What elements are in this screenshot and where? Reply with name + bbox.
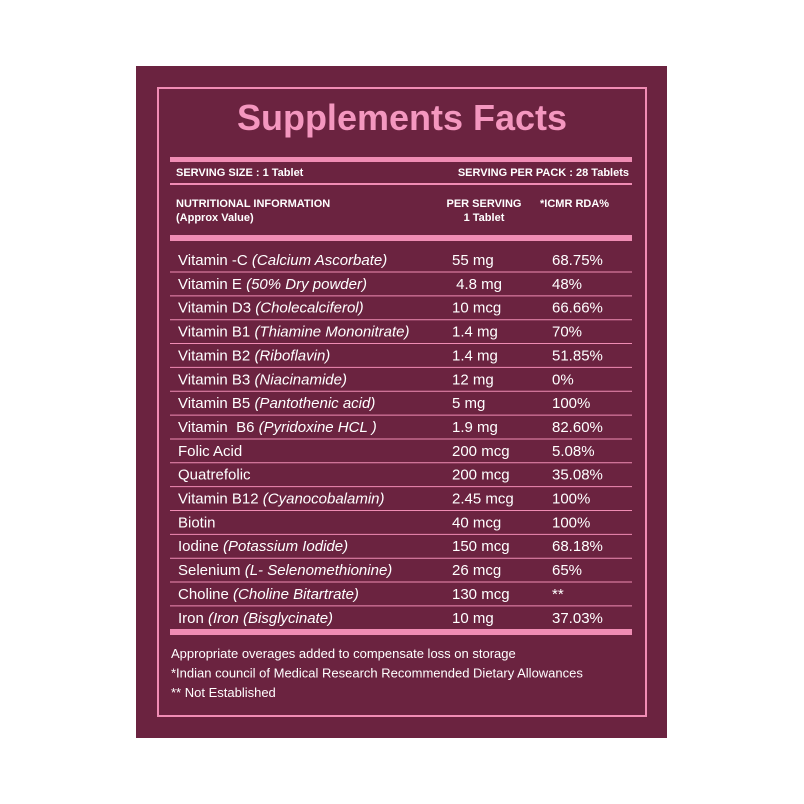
nutrient: Choline xyxy=(178,586,233,603)
nutrient-source: (Pyridoxine HCL ) xyxy=(259,419,377,436)
nutrient-name: Vitamin B6 (Pyridoxine HCL ) xyxy=(178,419,377,436)
per-serving: 4.8 mg xyxy=(452,276,502,293)
nutrient-source: (Calcium Ascorbate) xyxy=(252,252,387,269)
per-serving: 12 mg xyxy=(452,371,494,388)
rda: 82.60% xyxy=(552,419,603,436)
per-serving: 5 mg xyxy=(452,395,485,412)
nutrient: Vitamin B5 xyxy=(178,395,254,412)
header-col1-sub: (Approx Value) xyxy=(176,212,254,224)
inner-border xyxy=(157,87,647,717)
nutrient-name: Vitamin B2 (Riboflavin) xyxy=(178,347,330,364)
rda: 51.85% xyxy=(552,347,603,364)
nutrient-name: Vitamin D3 (Cholecalciferol) xyxy=(178,300,364,317)
header-col2-sub: 1 Tablet xyxy=(464,212,505,224)
nutrient: Vitamin -C xyxy=(178,252,252,269)
per-serving: 1.4 mg xyxy=(452,347,498,364)
nutrient: Vitamin B6 xyxy=(178,419,259,436)
per-serving: 130 mcg xyxy=(452,586,510,603)
nutrient: Vitamin B2 xyxy=(178,347,254,364)
header-col3: *ICMR RDA% xyxy=(540,198,609,210)
divider xyxy=(170,157,632,162)
rda: 100% xyxy=(552,395,590,412)
per-serving: 200 mcg xyxy=(452,467,510,484)
nutrient-name: Quatrefolic xyxy=(178,467,251,484)
divider xyxy=(170,235,632,241)
rda: 68.75% xyxy=(552,252,603,269)
rda: 35.08% xyxy=(552,467,603,484)
nutrient: Biotin xyxy=(178,514,216,531)
rda: ** xyxy=(552,586,564,603)
per-serving: 200 mcg xyxy=(452,443,510,460)
nutrient-name: Vitamin B1 (Thiamine Mononitrate) xyxy=(178,324,410,341)
nutrient-source: (Pantothenic acid) xyxy=(254,395,375,412)
nutrient-source: (Choline Bitartrate) xyxy=(233,586,359,603)
nutrient: Iodine xyxy=(178,538,223,555)
nutrient: Folic Acid xyxy=(178,443,242,460)
nutrient-source: (Iron (Bisglycinate) xyxy=(208,610,333,627)
footnote: *Indian council of Medical Research Reco… xyxy=(171,666,583,681)
serving-size: SERVING SIZE : 1 Tablet xyxy=(176,167,304,179)
nutrient-name: Biotin xyxy=(178,514,216,531)
nutrient-source: (L- Selenomethionine) xyxy=(245,562,393,579)
nutrient: Iron xyxy=(178,610,208,627)
header-col2: PER SERVING xyxy=(447,198,522,210)
nutrient-source: (Cyanocobalamin) xyxy=(263,491,385,508)
divider xyxy=(170,183,632,185)
nutrient-name: Folic Acid xyxy=(178,443,242,460)
nutrient: Vitamin B1 xyxy=(178,324,254,341)
divider xyxy=(170,629,632,635)
header-col1: NUTRITIONAL INFORMATION xyxy=(176,198,330,210)
per-serving: 1.4 mg xyxy=(452,324,498,341)
nutrient-name: Selenium (L- Selenomethionine) xyxy=(178,562,392,579)
nutrient-source: (Cholecalciferol) xyxy=(255,300,363,317)
footnote: Appropriate overages added to compensate… xyxy=(171,646,516,661)
footnote: ** Not Established xyxy=(171,685,276,700)
rda: 0% xyxy=(552,371,574,388)
per-serving: 2.45 mcg xyxy=(452,491,514,508)
per-serving: 1.9 mg xyxy=(452,419,498,436)
nutrient: Quatrefolic xyxy=(178,467,251,484)
per-serving: 55 mg xyxy=(452,252,494,269)
per-serving: 10 mg xyxy=(452,610,494,627)
rda: 65% xyxy=(552,562,582,579)
panel xyxy=(136,66,667,738)
nutrient-name: Vitamin -C (Calcium Ascorbate) xyxy=(178,252,387,269)
per-serving: 40 mcg xyxy=(452,514,501,531)
rda: 100% xyxy=(552,491,590,508)
nutrient-name: Vitamin B12 (Cyanocobalamin) xyxy=(178,491,385,508)
rda: 68.18% xyxy=(552,538,603,555)
nutrient-source: (Riboflavin) xyxy=(254,347,330,364)
rda: 5.08% xyxy=(552,443,595,460)
per-serving: 10 mcg xyxy=(452,300,501,317)
nutrient-name: Iodine (Potassium Iodide) xyxy=(178,538,348,555)
per-serving: 150 mcg xyxy=(452,538,510,555)
nutrient-source: (50% Dry powder) xyxy=(246,276,367,293)
nutrient-name: Vitamin E (50% Dry powder) xyxy=(178,276,367,293)
rda: 48% xyxy=(552,276,582,293)
nutrient-name: Vitamin B5 (Pantothenic acid) xyxy=(178,395,375,412)
nutrient-name: Choline (Choline Bitartrate) xyxy=(178,586,359,603)
nutrient-name: Vitamin B3 (Niacinamide) xyxy=(178,371,347,388)
nutrient: Vitamin E xyxy=(178,276,246,293)
nutrient-source: (Thiamine Mononitrate) xyxy=(254,324,409,341)
nutrient: Selenium xyxy=(178,562,245,579)
serving-per-pack: SERVING PER PACK : 28 Tablets xyxy=(458,167,629,179)
nutrient-source: (Niacinamide) xyxy=(254,371,347,388)
rda: 37.03% xyxy=(552,610,603,627)
rda: 100% xyxy=(552,514,590,531)
nutrient: Vitamin B12 xyxy=(178,491,263,508)
nutrient: Vitamin D3 xyxy=(178,300,255,317)
rda: 70% xyxy=(552,324,582,341)
per-serving: 26 mcg xyxy=(452,562,501,579)
rda: 66.66% xyxy=(552,300,603,317)
nutrient: Vitamin B3 xyxy=(178,371,254,388)
nutrient-name: Iron (Iron (Bisglycinate) xyxy=(178,610,333,627)
nutrient-source: (Potassium Iodide) xyxy=(223,538,348,555)
title: Supplements Facts xyxy=(237,97,567,138)
